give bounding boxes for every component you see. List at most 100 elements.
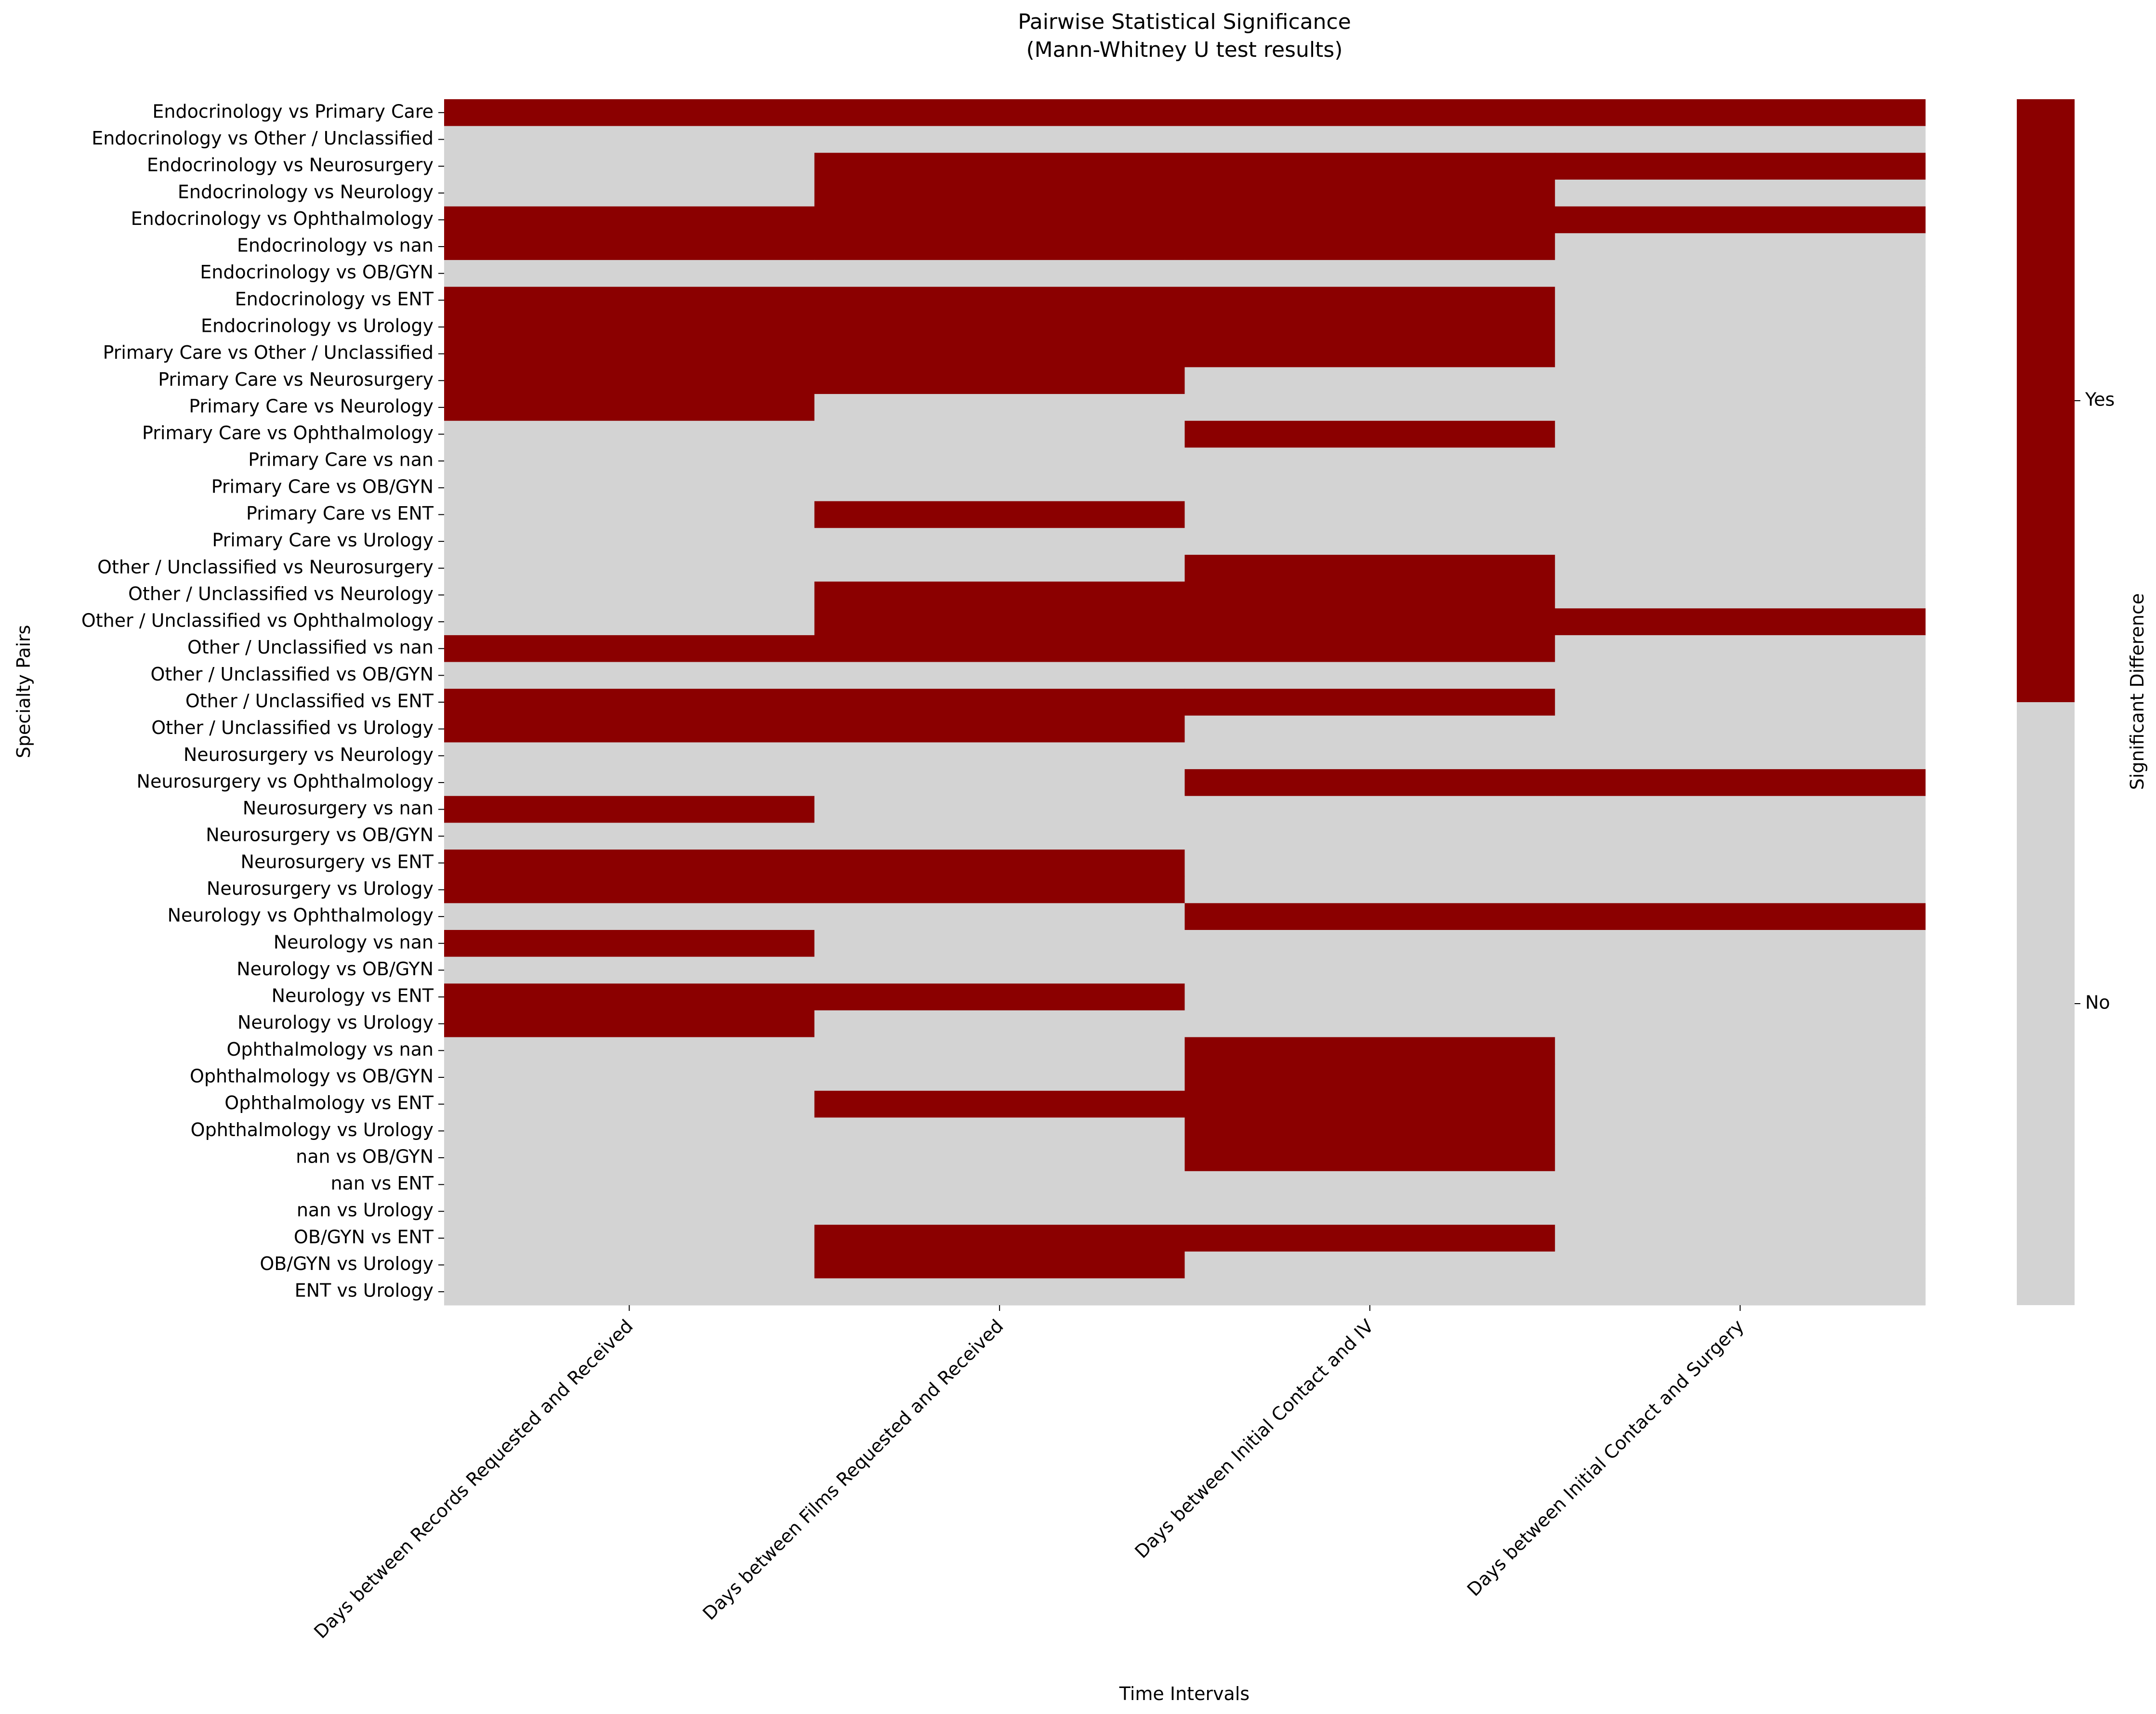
heatmap-cell <box>814 501 1185 528</box>
heatmap-cell <box>1555 1090 1926 1118</box>
heatmap-cell <box>1555 581 1926 609</box>
x-axis-ticks: Days between Records Requested and Recei… <box>310 1305 1748 1643</box>
heatmap-cell <box>1555 608 1926 636</box>
heatmap-cell <box>444 850 815 877</box>
y-tick-label-neurology-vs-urology: Neurology vs Urology <box>237 1012 434 1033</box>
heatmap-cell <box>1184 903 1555 930</box>
y-tick-label-primary-care-vs-other-unclassified: Primary Care vs Other / Unclassified <box>103 342 434 363</box>
heatmap-cell <box>814 929 1185 957</box>
heatmap-cell <box>444 769 815 797</box>
heatmap-cell <box>1184 554 1555 582</box>
y-tick-label-endocrinology-vs-neurology: Endocrinology vs Neurology <box>178 181 434 202</box>
heatmap-cell <box>1555 1144 1926 1172</box>
heatmap-cell <box>814 260 1185 288</box>
heatmap-cell <box>814 528 1185 555</box>
y-tick-label-endocrinology-vs-urology: Endocrinology vs Urology <box>201 315 434 336</box>
colorbar-label: Significant Difference <box>2127 593 2148 790</box>
y-tick-label-ophthalmology-vs-urology: Ophthalmology vs Urology <box>191 1119 434 1140</box>
heatmap-cell <box>444 715 815 743</box>
chart-title: Pairwise Statistical Significance <box>1018 10 1351 34</box>
heatmap-cell <box>1184 1251 1555 1279</box>
heatmap-cell <box>1184 1225 1555 1252</box>
heatmap-cell <box>1555 153 1926 180</box>
heatmap-cell <box>814 823 1185 850</box>
heatmap-cell <box>1184 153 1555 180</box>
heatmap-cell <box>1555 447 1926 475</box>
heatmap-cell <box>444 1144 815 1172</box>
heatmap-cell <box>1555 715 1926 743</box>
heatmap-cell <box>814 1278 1185 1306</box>
heatmap-cell <box>444 1010 815 1038</box>
heatmap-cell <box>814 99 1185 127</box>
y-tick-label-ophthalmology-vs-nan: Ophthalmology vs nan <box>226 1039 434 1060</box>
y-tick-label-neurosurgery-vs-urology: Neurosurgery vs Urology <box>207 878 434 899</box>
heatmap-cell <box>814 126 1185 153</box>
heatmap-cell <box>444 1198 815 1225</box>
heatmap-cell <box>444 662 815 689</box>
heatmap-cell <box>1555 340 1926 368</box>
heatmap-cell <box>444 314 815 341</box>
heatmap-cell <box>1555 929 1926 957</box>
heatmap-cell <box>1184 1117 1555 1145</box>
y-tick-label-primary-care-vs-urology: Primary Care vs Urology <box>212 530 434 551</box>
heatmap-cell <box>1555 367 1926 394</box>
y-tick-label-endocrinology-vs-ent: Endocrinology vs ENT <box>235 288 434 310</box>
heatmap-cell <box>1555 179 1926 207</box>
heatmap-cell <box>1184 501 1555 528</box>
heatmap-cell <box>814 689 1185 716</box>
heatmap-cell <box>814 340 1185 368</box>
heatmap-cell <box>1555 1225 1926 1252</box>
y-tick-label-endocrinology-vs-neurosurgery: Endocrinology vs Neurosurgery <box>147 155 434 176</box>
heatmap-cell <box>444 474 815 502</box>
heatmap-cell <box>814 1251 1185 1279</box>
heatmap-cell <box>1555 554 1926 582</box>
heatmap-cell <box>814 447 1185 475</box>
y-tick-label-neurosurgery-vs-nan: Neurosurgery vs nan <box>243 798 434 819</box>
y-tick-label-ob-gyn-vs-urology: OB/GYN vs Urology <box>260 1253 434 1274</box>
y-tick-label-neurology-vs-ophthalmology: Neurology vs Ophthalmology <box>168 905 434 926</box>
heatmap-cell <box>444 126 815 153</box>
x-tick-label-days-between-initial-contact-and-iv: Days between Initial Contact and IV <box>1131 1315 1378 1562</box>
y-tick-label-primary-care-vs-neurology: Primary Care vs Neurology <box>189 395 434 417</box>
heatmap-cell <box>814 394 1185 421</box>
heatmap-cell <box>1184 287 1555 314</box>
y-tick-label-other-unclassified-vs-nan: Other / Unclassified vs nan <box>187 637 434 658</box>
heatmap-cell <box>1555 1198 1926 1225</box>
heatmap-cell <box>814 420 1185 448</box>
heatmap-cell <box>1555 260 1926 288</box>
y-tick-label-neurology-vs-ob-gyn: Neurology vs OB/GYN <box>237 958 434 980</box>
heatmap-cell <box>1184 608 1555 636</box>
heatmap-cell <box>1184 1064 1555 1091</box>
heatmap-cell <box>444 823 815 850</box>
heatmap-cell <box>444 99 815 127</box>
y-tick-label-nan-vs-ent: nan vs ENT <box>330 1173 434 1194</box>
heatmap-cell <box>1184 1010 1555 1038</box>
heatmap-cell <box>1555 742 1926 770</box>
y-tick-label-endocrinology-vs-ob-gyn: Endocrinology vs OB/GYN <box>200 262 434 283</box>
heatmap-cell <box>1184 796 1555 823</box>
heatmap-cell <box>444 1117 815 1145</box>
heatmap-cell <box>1184 742 1555 770</box>
heatmap-cell <box>1555 1251 1926 1279</box>
heatmap-cell <box>814 287 1185 314</box>
heatmap-cell <box>814 233 1185 261</box>
heatmap-cell <box>444 1225 815 1252</box>
y-tick-label-endocrinology-vs-ophthalmology: Endocrinology vs Ophthalmology <box>131 208 434 229</box>
heatmap-cell <box>1555 796 1926 823</box>
heatmap-cell <box>1184 260 1555 288</box>
heatmap-cells <box>444 99 1926 1306</box>
heatmap-cell <box>1184 1198 1555 1225</box>
y-tick-label-other-unclassified-vs-ophthalmology: Other / Unclassified vs Ophthalmology <box>81 610 434 631</box>
heatmap-cell <box>1184 1144 1555 1172</box>
heatmap-cell <box>444 796 815 823</box>
heatmap-cell <box>1555 314 1926 341</box>
y-tick-label-neurosurgery-vs-ophthalmology: Neurosurgery vs Ophthalmology <box>137 771 434 792</box>
heatmap-cell <box>814 983 1185 1011</box>
heatmap-cell <box>444 1064 815 1091</box>
colorbar-segment-yes <box>2017 99 2075 703</box>
y-tick-label-neurosurgery-vs-ent: Neurosurgery vs ENT <box>241 851 434 872</box>
heatmap-cell <box>1555 126 1926 153</box>
heatmap-cell <box>1555 99 1926 127</box>
heatmap-cell <box>814 1010 1185 1038</box>
